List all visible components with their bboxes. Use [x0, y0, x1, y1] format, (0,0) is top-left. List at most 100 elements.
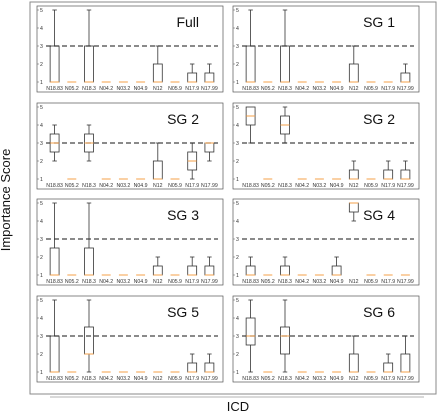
- x-tick-label: N05.9: [364, 376, 378, 382]
- x-tick-label: N12: [153, 86, 163, 92]
- x-tick-label: N17.99: [201, 86, 218, 92]
- x-tick-label: N04.9: [330, 86, 344, 92]
- box-N18.3: [84, 9, 94, 83]
- x-tick-label: N17.9: [381, 183, 395, 189]
- x-tick-label: N18.3: [82, 86, 96, 92]
- box-N18.3: [280, 256, 290, 276]
- y-tick-label: 4: [40, 123, 43, 129]
- y-tick-label: 3: [40, 237, 43, 243]
- box-N17.99: [400, 160, 411, 180]
- x-tick-label: N04.9: [330, 376, 344, 382]
- x-tick-label: N17.9: [185, 376, 199, 382]
- box-N17.99: [204, 63, 215, 83]
- panel-frame: [36, 102, 224, 190]
- panel-title: SG 2: [363, 111, 395, 127]
- box-N17.9: [187, 142, 198, 180]
- panel-frame: [36, 198, 224, 286]
- iqr-box: [84, 326, 94, 355]
- x-tick-label: N17.9: [381, 279, 395, 285]
- y-tick-label: 3: [40, 141, 43, 147]
- box-N18.3: [280, 106, 290, 144]
- panel-frame: [232, 5, 420, 93]
- x-tick-label: N05.2: [261, 86, 275, 92]
- x-tick-label: N12: [153, 183, 163, 189]
- x-tick-label: N12: [153, 279, 163, 285]
- box-N18.83: [245, 256, 256, 276]
- x-tick-label: N18.83: [242, 279, 259, 285]
- x-tick-label: N17.99: [201, 376, 218, 382]
- box-N12: [152, 45, 163, 83]
- x-tick-label: N18.3: [278, 279, 292, 285]
- y-tick-label: 1: [236, 273, 239, 279]
- x-tick-label: N17.99: [397, 376, 414, 382]
- x-tick-label: N03.2: [312, 279, 326, 285]
- x-tick-label: N18.83: [46, 183, 63, 189]
- x-tick-label: N05.2: [65, 86, 79, 92]
- x-tick-label: N05.2: [65, 279, 79, 285]
- box-N17.9: [383, 353, 394, 373]
- x-tick-label: N17.99: [397, 86, 414, 92]
- x-tick-label: N17.9: [185, 279, 199, 285]
- x-tick-label: N05.9: [168, 376, 182, 382]
- iqr-box: [49, 335, 60, 373]
- box-N18.3: [84, 299, 94, 373]
- iqr-box: [383, 362, 394, 373]
- x-tick-label: N04.9: [330, 183, 344, 189]
- y-tick-label: 3: [236, 141, 239, 147]
- iqr-box: [152, 63, 163, 83]
- iqr-box: [348, 169, 359, 180]
- x-tick-label: N12: [153, 376, 163, 382]
- y-tick-label: 4: [236, 26, 239, 32]
- x-tick-label: N17.9: [381, 86, 395, 92]
- y-tick-label: 1: [236, 370, 239, 376]
- iqr-box: [348, 353, 359, 373]
- iqr-box: [280, 45, 290, 83]
- iqr-box: [204, 72, 215, 83]
- y-tick-label: 1: [40, 80, 43, 86]
- x-tick-label: N04.2: [295, 86, 309, 92]
- box-N18.83: [245, 9, 256, 83]
- panel-frame: [36, 295, 224, 383]
- x-tick-label: N17.9: [185, 183, 199, 189]
- box-N04.9: [331, 256, 342, 276]
- x-tick-label: N05.9: [364, 86, 378, 92]
- box-N12: [152, 142, 163, 180]
- x-tick-label: N03.2: [116, 376, 130, 382]
- y-tick-label: 4: [236, 123, 239, 129]
- x-tick-label: N04.2: [295, 376, 309, 382]
- iqr-box: [152, 265, 163, 276]
- x-tick-label: N03.2: [312, 376, 326, 382]
- x-tick-label: N18.83: [46, 376, 63, 382]
- figure-frame: [29, 1, 437, 395]
- box-N17.99: [204, 256, 215, 276]
- box-N12: [152, 256, 163, 276]
- x-tick-label: N17.99: [201, 279, 218, 285]
- x-tick-label: N04.9: [134, 376, 148, 382]
- x-tick-label: N05.9: [364, 183, 378, 189]
- box-N17.99: [400, 335, 411, 373]
- box-N18.3: [280, 9, 290, 83]
- x-tick-label: N18.3: [82, 376, 96, 382]
- y-tick-label: 5: [40, 298, 43, 304]
- iqr-box: [400, 72, 411, 83]
- x-tick-label: N04.2: [295, 183, 309, 189]
- y-tick-label: 1: [40, 370, 43, 376]
- iqr-box: [400, 169, 411, 180]
- y-tick-label: 1: [236, 80, 239, 86]
- box-N12: [348, 45, 359, 83]
- panel-title: SG 2: [167, 111, 199, 127]
- x-tick-label: N18.83: [242, 86, 259, 92]
- box-N18.83: [245, 106, 256, 144]
- x-tick-label: N05.2: [261, 183, 275, 189]
- y-tick-label: 2: [236, 352, 239, 358]
- chart-panel: 1 2 3 4 5 N18.83 N05.2 N18.3 N04.2 N03.2 N04.9 N12 N…: [232, 102, 420, 190]
- chart-panel: 1 2 3 4 5 N18.83 N05.2 N18.3 N04.2 N03.2 N04.9 N12 N…: [232, 198, 420, 286]
- box-N18.83: [49, 202, 60, 276]
- y-tick-label: 5: [236, 298, 239, 304]
- box-N18.83: [49, 124, 60, 162]
- x-tick-label: N17.9: [381, 376, 395, 382]
- x-tick-label: N05.9: [168, 279, 182, 285]
- y-tick-label: 2: [40, 159, 43, 165]
- y-tick-label: 4: [40, 316, 43, 322]
